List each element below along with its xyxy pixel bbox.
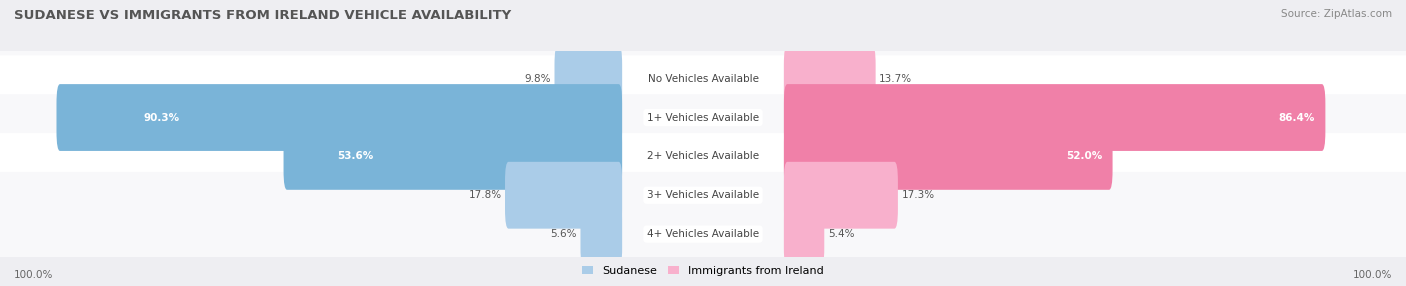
Text: 100.0%: 100.0%	[14, 270, 53, 280]
Text: 86.4%: 86.4%	[1278, 112, 1315, 122]
Text: 100.0%: 100.0%	[1353, 270, 1392, 280]
Text: 4+ Vehicles Available: 4+ Vehicles Available	[647, 229, 759, 239]
Text: 13.7%: 13.7%	[879, 74, 912, 84]
FancyBboxPatch shape	[0, 94, 1406, 219]
Text: No Vehicles Available: No Vehicles Available	[648, 74, 758, 84]
Text: 90.3%: 90.3%	[143, 112, 180, 122]
Text: SUDANESE VS IMMIGRANTS FROM IRELAND VEHICLE AVAILABILITY: SUDANESE VS IMMIGRANTS FROM IRELAND VEHI…	[14, 9, 512, 21]
Text: 17.8%: 17.8%	[468, 190, 502, 200]
Text: 5.6%: 5.6%	[551, 229, 576, 239]
Text: Source: ZipAtlas.com: Source: ZipAtlas.com	[1281, 9, 1392, 19]
Text: 1+ Vehicles Available: 1+ Vehicles Available	[647, 112, 759, 122]
FancyBboxPatch shape	[0, 17, 1406, 141]
FancyBboxPatch shape	[284, 123, 621, 190]
Text: 52.0%: 52.0%	[1066, 151, 1102, 161]
Text: 5.4%: 5.4%	[828, 229, 855, 239]
FancyBboxPatch shape	[785, 45, 876, 112]
FancyBboxPatch shape	[785, 84, 1326, 151]
FancyBboxPatch shape	[0, 133, 1406, 257]
Text: 3+ Vehicles Available: 3+ Vehicles Available	[647, 190, 759, 200]
Text: 2+ Vehicles Available: 2+ Vehicles Available	[647, 151, 759, 161]
Text: 53.6%: 53.6%	[337, 151, 373, 161]
FancyBboxPatch shape	[785, 201, 824, 267]
FancyBboxPatch shape	[581, 201, 621, 267]
FancyBboxPatch shape	[554, 45, 621, 112]
FancyBboxPatch shape	[0, 172, 1406, 286]
FancyBboxPatch shape	[0, 55, 1406, 180]
FancyBboxPatch shape	[56, 84, 621, 151]
FancyBboxPatch shape	[785, 162, 898, 229]
FancyBboxPatch shape	[505, 162, 621, 229]
Text: 17.3%: 17.3%	[901, 190, 935, 200]
Legend: Sudanese, Immigrants from Ireland: Sudanese, Immigrants from Ireland	[578, 261, 828, 281]
Text: 9.8%: 9.8%	[524, 74, 551, 84]
FancyBboxPatch shape	[785, 123, 1112, 190]
